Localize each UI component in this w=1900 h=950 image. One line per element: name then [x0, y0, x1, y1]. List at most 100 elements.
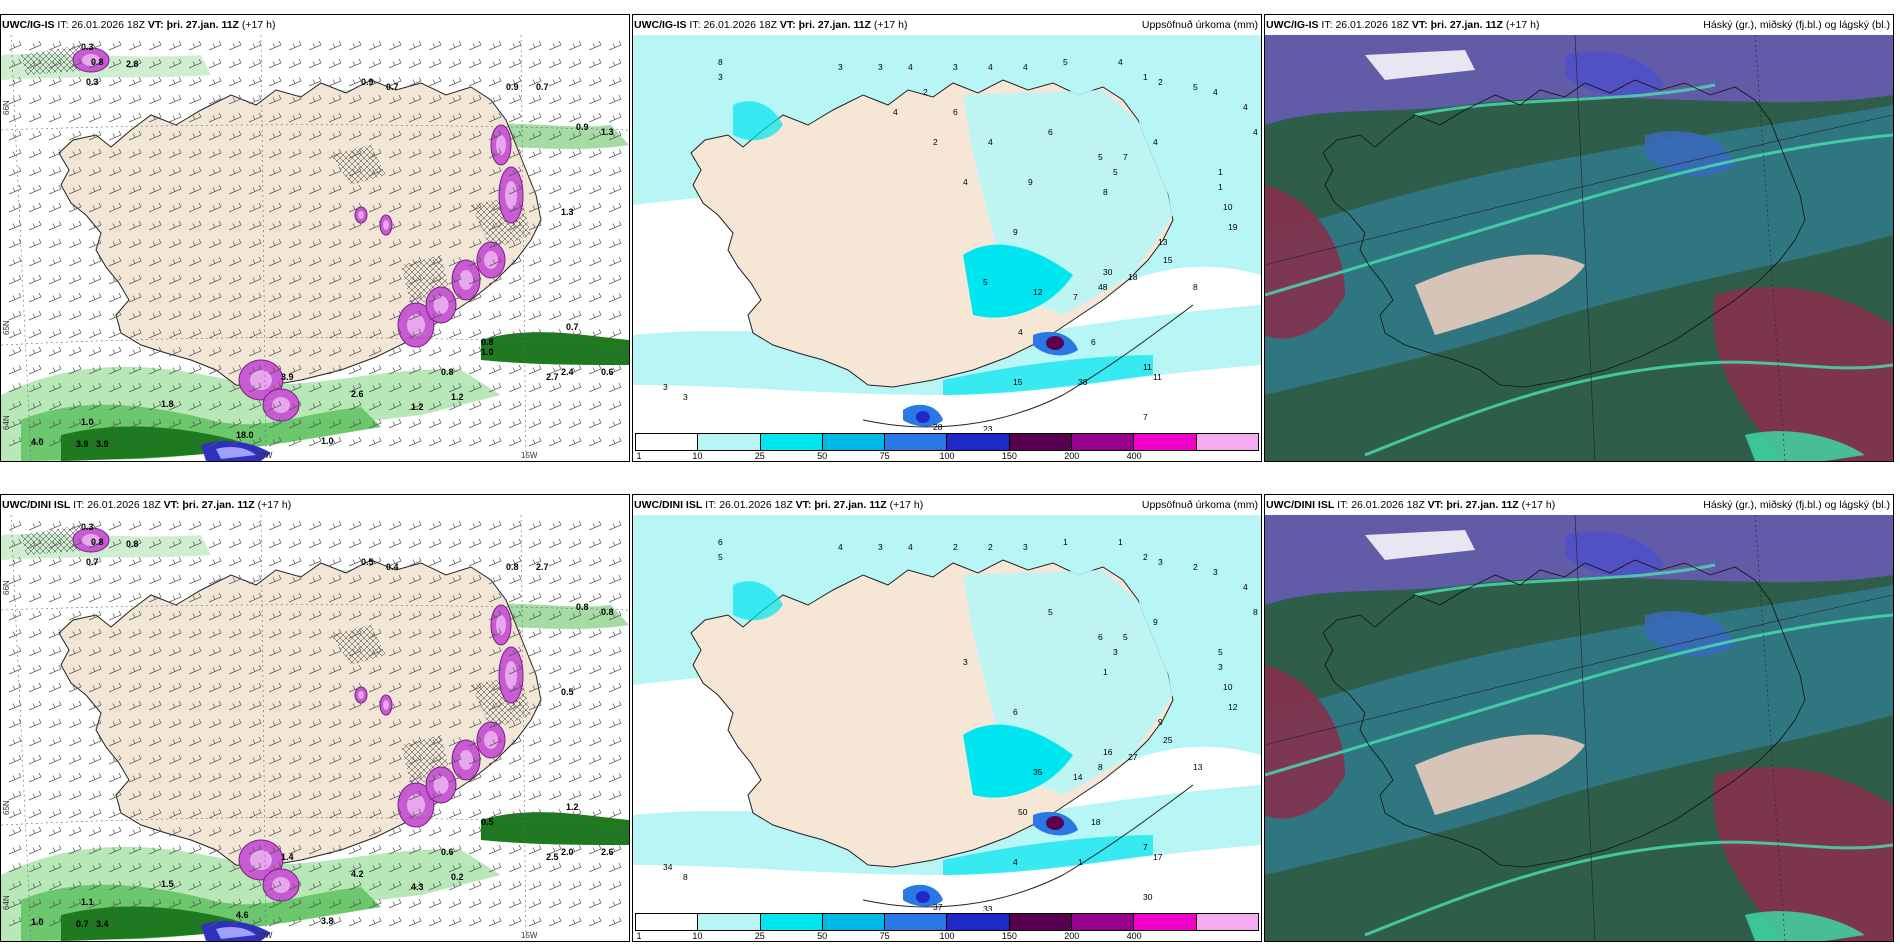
wind-barb	[28, 610, 42, 621]
wind-barb	[28, 898, 42, 909]
wind-barb	[588, 880, 602, 891]
wind-barb	[28, 592, 42, 603]
header-model: UWC/IG-IS	[634, 19, 687, 31]
wind-barb	[168, 76, 182, 87]
wind-barb	[568, 736, 582, 747]
wind-barb	[388, 436, 402, 447]
wind-barb	[348, 238, 362, 249]
wind-barb	[48, 202, 62, 213]
wind-barb	[128, 328, 142, 339]
wind-barb	[448, 700, 462, 711]
wind-barb	[368, 112, 382, 123]
wind-barb	[168, 826, 182, 837]
accum-value-label: 5	[718, 552, 723, 562]
wind-barb	[428, 646, 442, 657]
wind-barb	[168, 682, 182, 693]
accum-value-label: 8	[718, 57, 723, 67]
wind-barb	[568, 310, 582, 321]
wind-barb	[408, 346, 422, 357]
wind-barb	[68, 202, 82, 213]
wind-barb	[48, 238, 62, 249]
wind-barb	[28, 736, 42, 747]
wind-barb	[208, 58, 222, 69]
wind-barb	[388, 664, 402, 675]
wind-barb	[548, 436, 562, 447]
wind-barb	[188, 610, 202, 621]
wind-barb	[388, 916, 402, 927]
wind-barb	[308, 112, 322, 123]
wind-barb	[148, 538, 162, 549]
wind-barb	[548, 826, 562, 837]
wind-barb	[588, 898, 602, 909]
precip-value-label: 4.0	[31, 437, 44, 447]
wind-barb	[488, 166, 502, 177]
wind-barb	[428, 346, 442, 357]
wind-barb	[568, 346, 582, 357]
wind-barb	[188, 574, 202, 585]
wind-barb	[208, 520, 222, 531]
wind-barb	[328, 646, 342, 657]
wind-barbs	[8, 40, 622, 447]
wind-barb	[408, 292, 422, 303]
map-area: 20W 15W 66N 65N 64N 0.3 0.8 2.8 0.3 0.9 0.7 0.9 0.7 0…	[1, 35, 629, 461]
wind-barb	[468, 418, 482, 429]
wind-barb	[548, 40, 562, 51]
wind-barb	[348, 520, 362, 531]
header-it-value: 26.01.2026 18Z	[703, 19, 777, 31]
wind-barb	[308, 574, 322, 585]
wind-barb	[208, 184, 222, 195]
wind-barb	[328, 736, 342, 747]
wind-barb	[108, 628, 122, 639]
wind-barb	[328, 76, 342, 87]
wind-barb	[108, 166, 122, 177]
wind-barb	[388, 58, 402, 69]
wind-barb	[8, 202, 22, 213]
wind-barb	[388, 880, 402, 891]
wind-barb	[608, 754, 622, 765]
wind-barb	[228, 274, 242, 285]
coastline-south	[862, 784, 1194, 908]
wind-barb	[408, 256, 422, 267]
wind-barb	[448, 364, 462, 375]
wind-barb	[508, 346, 522, 357]
wind-barb	[268, 310, 282, 321]
wind-barb	[328, 184, 342, 195]
wind-barb	[468, 862, 482, 873]
wind-barb	[208, 538, 222, 549]
wind-barb	[228, 916, 242, 927]
wind-barb	[488, 346, 502, 357]
wind-barb	[408, 664, 422, 675]
wind-barb	[208, 364, 222, 375]
wind-barb	[468, 754, 482, 765]
wind-barb	[468, 310, 482, 321]
wind-barb	[508, 94, 522, 105]
wind-barb	[348, 220, 362, 231]
wind-barb	[248, 256, 262, 267]
wind-barb	[408, 844, 422, 855]
wind-barb	[488, 148, 502, 159]
wind-barb	[428, 916, 442, 927]
wind-barb	[68, 700, 82, 711]
wind-barb	[488, 274, 502, 285]
accum-value-label: 3	[1113, 647, 1118, 657]
wind-barb	[268, 592, 282, 603]
wind-barb	[8, 682, 22, 693]
wind-barb	[408, 556, 422, 567]
wind-barb	[48, 682, 62, 693]
header-lead: (+17 h)	[873, 19, 908, 31]
wind-barb	[288, 400, 302, 411]
wind-barb	[128, 274, 142, 285]
wind-barb	[408, 400, 422, 411]
wind-barb	[8, 256, 22, 267]
wind-barb	[208, 346, 222, 357]
wind-barb	[28, 844, 42, 855]
wind-barb	[388, 238, 402, 249]
precip-value-label: 0.8	[91, 537, 104, 547]
legend-tick-label: 75	[879, 931, 890, 941]
wind-barb	[88, 592, 102, 603]
wind-barb	[448, 592, 462, 603]
wind-barb	[348, 916, 362, 927]
wind-barb	[508, 718, 522, 729]
wind-barb	[508, 592, 522, 603]
